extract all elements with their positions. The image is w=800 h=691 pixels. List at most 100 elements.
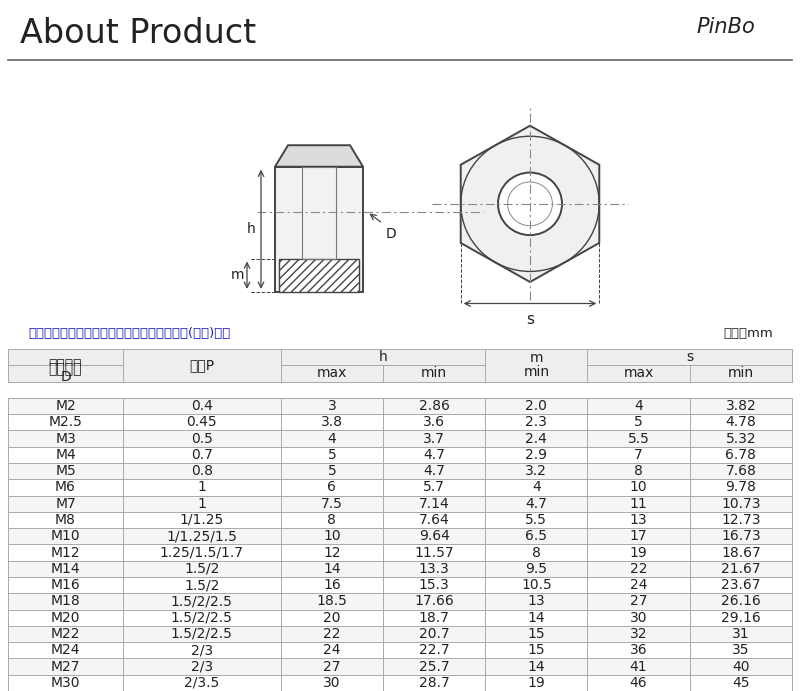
- Text: h: h: [378, 350, 387, 364]
- Text: 24: 24: [630, 578, 647, 592]
- Text: D: D: [386, 227, 397, 240]
- Text: 11.57: 11.57: [414, 546, 454, 560]
- Text: 0.5: 0.5: [191, 432, 213, 446]
- Text: 12: 12: [323, 546, 341, 560]
- Text: s: s: [686, 350, 694, 364]
- Text: 2/3.5: 2/3.5: [184, 676, 219, 690]
- Text: 0.8: 0.8: [191, 464, 213, 478]
- Text: 5.7: 5.7: [423, 480, 445, 494]
- Text: 20.7: 20.7: [418, 627, 450, 641]
- Text: 17.66: 17.66: [414, 594, 454, 608]
- Text: 8: 8: [634, 464, 643, 478]
- Text: h: h: [378, 350, 387, 364]
- Text: 3.6: 3.6: [423, 415, 445, 429]
- Text: 15: 15: [527, 627, 545, 641]
- Text: 4: 4: [532, 480, 541, 494]
- Text: h: h: [247, 223, 256, 236]
- Text: 35: 35: [732, 643, 750, 657]
- Text: M14: M14: [50, 562, 80, 576]
- Text: 公称直径: 公称直径: [49, 358, 82, 372]
- Text: max: max: [317, 366, 347, 380]
- Text: 14: 14: [527, 660, 545, 674]
- Text: 帮圈、挡圈等尺寸：以配套使用的螺丝的直径(粗细)为准: 帮圈、挡圈等尺寸：以配套使用的螺丝的直径(粗细)为准: [28, 327, 230, 340]
- Text: 45: 45: [732, 676, 750, 690]
- Text: 26.16: 26.16: [721, 594, 761, 608]
- Text: D: D: [60, 370, 71, 384]
- Text: 2/3: 2/3: [191, 643, 213, 657]
- Text: 12.73: 12.73: [721, 513, 761, 527]
- Text: M10: M10: [50, 529, 80, 543]
- Text: 46: 46: [630, 676, 647, 690]
- Text: 7.5: 7.5: [321, 497, 342, 511]
- Text: 15.3: 15.3: [418, 578, 450, 592]
- Text: 31: 31: [732, 627, 750, 641]
- Text: M5: M5: [55, 464, 76, 478]
- Text: 40: 40: [732, 660, 750, 674]
- Text: max: max: [623, 366, 654, 380]
- Text: M27: M27: [50, 660, 80, 674]
- Text: 3.7: 3.7: [423, 432, 445, 446]
- Text: 17: 17: [630, 529, 647, 543]
- Text: 1.5/2/2.5: 1.5/2/2.5: [171, 611, 233, 625]
- Text: 9.5: 9.5: [526, 562, 547, 576]
- Text: 32: 32: [630, 627, 647, 641]
- Text: 4.7: 4.7: [423, 464, 445, 478]
- Text: 5: 5: [327, 448, 336, 462]
- Text: 10: 10: [630, 480, 647, 494]
- Text: m: m: [231, 268, 245, 282]
- Text: 27: 27: [630, 594, 647, 608]
- Text: 25.7: 25.7: [418, 660, 450, 674]
- Text: 29.16: 29.16: [721, 611, 761, 625]
- Text: 28.7: 28.7: [418, 676, 450, 690]
- Text: 1.5/2: 1.5/2: [184, 578, 219, 592]
- Text: 4.7: 4.7: [423, 448, 445, 462]
- Text: 3: 3: [327, 399, 336, 413]
- Text: 2.86: 2.86: [418, 399, 450, 413]
- Text: 单位：mm: 单位：mm: [723, 327, 773, 340]
- Text: 30: 30: [630, 611, 647, 625]
- Text: 18.5: 18.5: [316, 594, 347, 608]
- Text: M8: M8: [55, 513, 76, 527]
- Text: 公称直径: 公称直径: [49, 362, 82, 376]
- Text: 1: 1: [198, 480, 206, 494]
- Text: 36: 36: [630, 643, 647, 657]
- Text: 1/1.25: 1/1.25: [180, 513, 224, 527]
- Text: M20: M20: [50, 611, 80, 625]
- Polygon shape: [275, 145, 363, 167]
- Text: 11: 11: [630, 497, 647, 511]
- Text: 13.3: 13.3: [418, 562, 450, 576]
- Text: 8: 8: [532, 546, 541, 560]
- Text: M12: M12: [50, 546, 80, 560]
- Text: 0.45: 0.45: [186, 415, 217, 429]
- Text: 4: 4: [634, 399, 643, 413]
- Circle shape: [498, 173, 562, 235]
- Text: M6: M6: [55, 480, 76, 494]
- Text: M22: M22: [50, 627, 80, 641]
- Bar: [302, 167, 336, 258]
- Text: 9.78: 9.78: [726, 480, 756, 494]
- Text: 13: 13: [630, 513, 647, 527]
- Text: 1.5/2: 1.5/2: [184, 562, 219, 576]
- Text: 18.7: 18.7: [418, 611, 450, 625]
- Text: 4.7: 4.7: [526, 497, 547, 511]
- Text: 14: 14: [527, 611, 545, 625]
- Text: 5.32: 5.32: [726, 432, 756, 446]
- Text: 1.5/2/2.5: 1.5/2/2.5: [171, 627, 233, 641]
- Text: M16: M16: [50, 578, 80, 592]
- Text: 16.73: 16.73: [721, 529, 761, 543]
- Text: 6: 6: [327, 480, 336, 494]
- Text: 21.67: 21.67: [721, 562, 761, 576]
- Text: 6.5: 6.5: [526, 529, 547, 543]
- Text: 13: 13: [527, 594, 545, 608]
- Text: 5: 5: [634, 415, 643, 429]
- Text: 5.5: 5.5: [628, 432, 650, 446]
- Text: 22: 22: [323, 627, 341, 641]
- Text: 19: 19: [630, 546, 647, 560]
- Bar: [275, 167, 363, 292]
- Text: 0.4: 0.4: [191, 399, 213, 413]
- Text: min: min: [523, 366, 550, 379]
- Text: 2.3: 2.3: [526, 415, 547, 429]
- Text: 螺距P: 螺距P: [190, 358, 214, 372]
- Text: 23.67: 23.67: [721, 578, 761, 592]
- Text: 3.2: 3.2: [526, 464, 547, 478]
